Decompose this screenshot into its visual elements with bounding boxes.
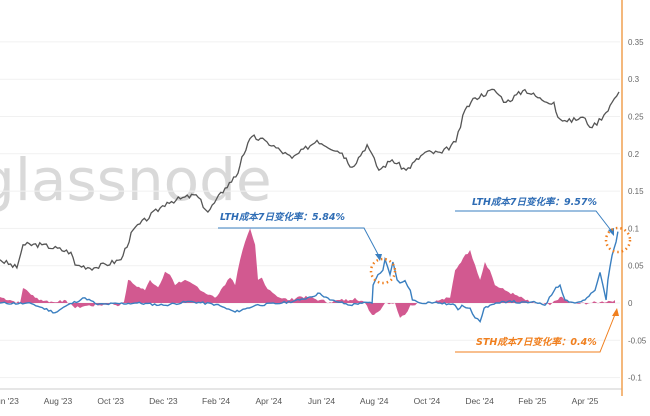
x-tick-label: Oct '23 [97, 396, 124, 406]
annotation-label: STH成本7日变化率：0.4% [476, 336, 597, 348]
price-line [0, 88, 620, 272]
lth-line [0, 231, 619, 323]
arrow-icon [375, 254, 382, 261]
y-tick-label: 0.3 [628, 75, 640, 84]
x-axis-ticks: Jun '23 Aug '23 Oct '23 Dec '23 Feb '24 Apr '… [0, 396, 599, 406]
annotation-lth-5-84: LTH成本7日变化率：5.84% [218, 211, 397, 285]
x-tick-label: Aug '23 [44, 396, 73, 406]
y-tick-label: 0 [628, 299, 633, 308]
y-tick-label: 0.2 [628, 150, 640, 159]
annotation-label: LTH成本7日变化率：5.84% [220, 211, 345, 223]
y-tick-label: -0.05 [628, 336, 647, 345]
annotation-lth-9-57: LTH成本7日变化率：9.57% [455, 196, 632, 254]
annotation-label: LTH成本7日变化率：9.57% [472, 196, 597, 208]
y-axis-ticks: 0.35 0.3 0.25 0.2 0.15 0.1 0.05 0 -0.05 -0.1 [628, 38, 647, 383]
x-tick-label: Apr '25 [572, 396, 599, 406]
x-tick-label: Jun '23 [0, 396, 19, 406]
annotation-sth-0-4: STH成本7日变化率：0.4% [455, 308, 619, 353]
annotation-leader-line [455, 311, 617, 353]
watermark: glassnode [0, 146, 272, 214]
x-tick-label: Aug '24 [360, 396, 389, 406]
annotation-leader-line [455, 210, 614, 234]
x-tick-label: Dec '24 [465, 396, 494, 406]
x-tick-label: Dec '23 [149, 396, 178, 406]
y-tick-label: 0.1 [628, 224, 640, 233]
sth-area [0, 228, 616, 318]
highlight-circle [369, 257, 397, 285]
x-tick-label: Feb '25 [518, 396, 546, 406]
x-tick-label: Oct '24 [414, 396, 441, 406]
y-tick-label: 0.05 [628, 262, 644, 271]
price-series [0, 88, 620, 272]
y-tick-label: -0.1 [628, 374, 642, 383]
y-tick-label: 0.35 [628, 38, 644, 47]
x-tick-label: Jun '24 [308, 396, 335, 406]
x-tick-label: Feb '24 [202, 396, 230, 406]
y-tick-label: 0.15 [628, 187, 644, 196]
y-tick-label: 0.25 [628, 113, 644, 122]
lth-series [0, 231, 619, 323]
sth-series [0, 228, 616, 318]
annotation-leader-line [218, 227, 381, 259]
highlight-circle [604, 226, 632, 254]
arrow-icon [612, 308, 619, 316]
x-tick-label: Apr '24 [255, 396, 282, 406]
